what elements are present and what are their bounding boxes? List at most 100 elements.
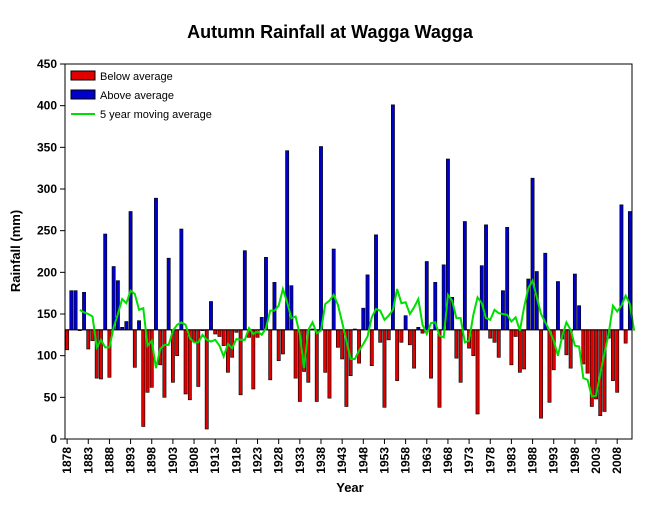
bar-2008 [615, 329, 620, 393]
bar-1915 [221, 329, 226, 346]
bar-1964 [429, 329, 433, 379]
x-tick-label-1948: 1948 [356, 447, 370, 474]
bar-2001 [585, 329, 590, 374]
bar-1924 [259, 317, 264, 331]
bar-1951 [374, 234, 378, 331]
bar-1905 [179, 228, 184, 331]
bar-1963 [424, 261, 429, 331]
legend-swatch-above [70, 89, 96, 100]
legend-label-moving-average: 5 year moving average [100, 109, 212, 121]
bar-1906 [183, 329, 188, 395]
bar-1978 [488, 329, 493, 339]
y-tick-label-200: 200 [37, 265, 57, 279]
bar-1880 [73, 290, 78, 331]
bar-1914 [217, 329, 222, 337]
bar-1912 [209, 301, 213, 331]
x-tick-label-1923: 1923 [251, 447, 265, 474]
bar-1928 [276, 329, 281, 361]
x-tick-label-1878: 1878 [60, 447, 74, 474]
legend-label-above: Above average [100, 90, 174, 102]
x-tick-label-1933: 1933 [293, 447, 307, 474]
bar-1937 [314, 329, 319, 402]
bar-1902 [166, 257, 171, 331]
x-tick-label-1978: 1978 [483, 447, 497, 474]
bar-1901 [162, 329, 167, 398]
bar-1996 [564, 329, 569, 356]
y-tick-label-150: 150 [37, 307, 57, 321]
bar-1988 [530, 177, 535, 331]
bar-2005 [602, 329, 607, 412]
bar-1895 [137, 320, 141, 331]
plot-frame [64, 63, 633, 440]
bar-1879 [69, 290, 74, 331]
bar-1943 [340, 329, 345, 360]
x-tick-label-1888: 1888 [102, 447, 116, 474]
bar-2000 [581, 329, 586, 365]
bar-1984 [513, 329, 518, 337]
bar-1922 [251, 329, 256, 390]
bar-1952 [378, 329, 383, 343]
x-tick-label-1903: 1903 [166, 447, 180, 474]
bar-1960 [412, 329, 417, 369]
bar-1966 [437, 329, 442, 408]
x-tick-label-1988: 1988 [526, 447, 540, 474]
bar-1974 [471, 329, 476, 356]
bar-1931 [289, 285, 294, 331]
bar-1985 [517, 329, 522, 373]
bar-1957 [399, 329, 404, 343]
bar-1926 [268, 329, 273, 381]
bar-1941 [331, 248, 336, 331]
legend: Below average Above average 5 year movin… [70, 70, 212, 121]
chart-title: Autumn Rainfall at Wagga Wagga [187, 22, 474, 42]
x-tick-label-1898: 1898 [145, 447, 159, 474]
bar-1904 [175, 329, 180, 356]
bar-1878 [65, 329, 70, 351]
bar-1920 [242, 250, 247, 331]
x-tick-label-1883: 1883 [81, 447, 95, 474]
y-tick-label-100: 100 [37, 349, 57, 363]
x-tick-label-1893: 1893 [124, 447, 138, 474]
x-tick-label-1998: 1998 [568, 447, 582, 474]
bar-1998 [572, 273, 577, 331]
y-tick-label-450: 450 [37, 57, 57, 71]
bar-1911 [204, 329, 209, 430]
bar-1898 [149, 329, 154, 388]
bar-1986 [522, 329, 527, 370]
bar-1981 [501, 290, 505, 331]
y-axis-label: Rainfall (mm) [8, 210, 23, 292]
bar-1950 [369, 329, 374, 366]
bar-2007 [611, 329, 615, 381]
bar-1955 [391, 104, 395, 331]
moving-average-line [79, 278, 636, 398]
bar-2010 [623, 329, 628, 344]
bar-1940 [327, 329, 332, 399]
x-tick-label-1943: 1943 [335, 447, 349, 474]
bar-1908 [192, 329, 196, 342]
y-tick-label-400: 400 [37, 99, 57, 113]
x-tick-label-1968: 1968 [441, 447, 455, 474]
bar-1913 [213, 329, 218, 335]
bar-1899 [154, 197, 158, 331]
bar-1887 [103, 233, 108, 331]
x-tick-label-1973: 1973 [462, 447, 476, 474]
x-tick-label-2008: 2008 [610, 447, 624, 474]
x-tick-label-1963: 1963 [420, 447, 434, 474]
bar-1942 [336, 329, 340, 348]
bar-1953 [382, 329, 387, 408]
bar-1994 [556, 281, 560, 331]
y-tick-label-300: 300 [37, 182, 57, 196]
bar-1892 [124, 321, 129, 331]
bar-1927 [272, 282, 277, 331]
bar-1947 [357, 329, 361, 364]
y-tick-label-350: 350 [37, 140, 57, 154]
x-tick-label-1913: 1913 [208, 447, 222, 474]
x-tick-label-1938: 1938 [314, 447, 328, 474]
bar-1886 [99, 329, 103, 380]
bar-1975 [475, 329, 480, 415]
bar-1992 [547, 329, 552, 403]
bar-1888 [107, 329, 112, 378]
bar-1954 [386, 329, 391, 341]
x-tick-label-1993: 1993 [547, 447, 561, 474]
